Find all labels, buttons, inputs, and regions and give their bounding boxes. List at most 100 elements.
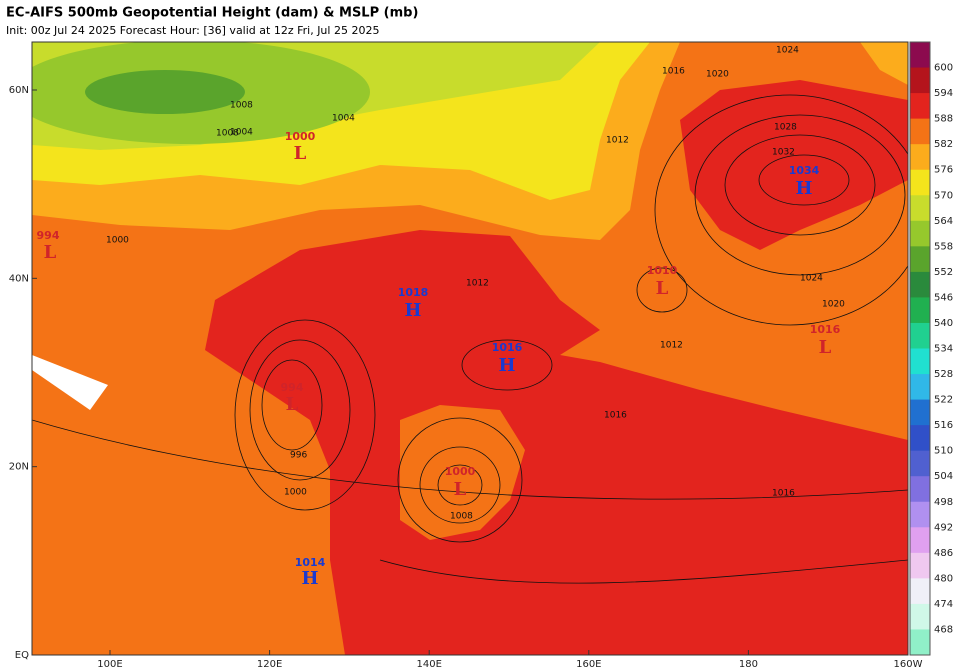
colorbar-label: 546	[934, 292, 953, 303]
contour-label: 996	[290, 451, 307, 461]
center-symbol: L	[44, 242, 57, 263]
colorbar-swatch	[910, 297, 930, 324]
center-value: 1034	[789, 164, 820, 177]
contour-label: 1024	[800, 274, 823, 284]
colorbar-swatch	[910, 450, 930, 477]
contour-labels: 1004 1008 1012 1016 1020 1024 1028 1032 …	[106, 46, 845, 522]
center-value: 1014	[295, 556, 326, 569]
colorbar-swatch	[910, 322, 930, 349]
colorbar-swatch	[910, 501, 930, 528]
center-value: 1016	[810, 323, 841, 336]
isobars	[32, 94, 908, 584]
contour-label: 1016	[604, 411, 627, 421]
colorbar-swatch	[910, 67, 930, 94]
colorbar-label: 534	[934, 344, 953, 355]
colorbar-label: 504	[934, 471, 953, 482]
center-value: 1000	[285, 130, 316, 143]
map-frame	[31, 41, 909, 656]
contour-label: 1000	[106, 236, 129, 246]
center-value: 1016	[492, 341, 523, 354]
field-594	[205, 230, 908, 655]
colorbar-label: 570	[934, 190, 953, 201]
colorbar-swatch	[910, 169, 930, 196]
center-symbol: L	[454, 479, 467, 500]
contour-label: 1016	[662, 67, 685, 77]
center-symbol: L	[286, 394, 299, 415]
contour-label: 1004	[332, 114, 355, 124]
center-symbol: H	[301, 568, 318, 589]
colorbar-label: 510	[934, 446, 953, 457]
center-value: 994	[37, 229, 60, 242]
center-symbol: L	[656, 278, 669, 299]
colorbar-swatch	[910, 271, 930, 298]
colorbar-swatch	[910, 374, 930, 401]
title: EC-AIFS 500mb Geopotential Height (dam) …	[6, 6, 418, 21]
colorbar-frame	[909, 41, 931, 656]
colorbar-label: 552	[934, 267, 953, 278]
field-588	[400, 405, 525, 540]
contour-label: 1012	[466, 279, 489, 289]
contour-label: 1004	[230, 128, 253, 138]
field-594	[680, 80, 908, 250]
lat-labels: 60N 40N 20N EQ	[9, 85, 37, 661]
contour-label: 1016	[772, 489, 795, 499]
center-value: 1010	[647, 264, 678, 277]
colorbar-swatch	[910, 42, 930, 69]
colorbar-swatch	[910, 629, 930, 656]
colorbar-swatch	[910, 195, 930, 222]
colorbar-label: 558	[934, 241, 953, 252]
colorbar-swatch	[910, 246, 930, 273]
colorbar-label: 522	[934, 395, 953, 406]
colorbar-label: 474	[934, 599, 953, 610]
subtitle: Init: 00z Jul 24 2025 Forecast Hour: [36…	[6, 24, 379, 37]
contour-label: 1008	[450, 512, 473, 522]
lat-label: 60N	[9, 85, 29, 96]
colorbar-label: 498	[934, 497, 953, 508]
mask-arrow	[32, 355, 108, 410]
colorbar-swatch	[910, 476, 930, 503]
contour-label: 1028	[774, 123, 797, 133]
contour-label: 1012	[606, 136, 629, 146]
center-symbol: H	[498, 355, 515, 376]
lon-label: 100E	[97, 659, 122, 670]
lon-label: 160W	[894, 659, 923, 670]
colorbar-label: 600	[934, 63, 953, 74]
colorbar-label: 582	[934, 139, 953, 150]
map: 1004 1008 1012 1016 1020 1024 1028 1032 …	[32, 42, 908, 655]
pressure-centers: 1000 L 994 L 1018 H 1016 H 1010 L 1034 H…	[37, 130, 841, 589]
contour-label: 1032	[772, 148, 795, 158]
colorbar-label: 468	[934, 624, 953, 635]
contour-label: 1020	[706, 70, 729, 80]
colorbar-swatch	[910, 578, 930, 605]
contour-label: 1008	[230, 101, 253, 111]
colorbar-swatch	[910, 118, 930, 145]
contour-label: 1012	[660, 341, 683, 351]
colorbar-label: 528	[934, 369, 953, 380]
contour-label: 1008	[216, 129, 239, 139]
contour-label: 1024	[776, 46, 799, 56]
center-symbol: L	[294, 143, 307, 164]
colorbar-label: 564	[934, 216, 953, 227]
lat-label: 20N	[9, 462, 29, 473]
colorbar-swatch	[910, 144, 930, 171]
colorbar-label: 576	[934, 165, 953, 176]
lat-label: 40N	[9, 273, 29, 284]
lon-labels: 100E 120E 140E 160E 180 160W	[97, 650, 923, 670]
center-symbol: H	[404, 300, 421, 321]
center-value: 994	[281, 381, 304, 394]
center-value: 1000	[445, 465, 476, 478]
lon-label: 160E	[576, 659, 601, 670]
contour-label: 1000	[284, 488, 307, 498]
colorbar-label: 540	[934, 318, 953, 329]
colorbar-swatch	[910, 348, 930, 375]
colorbar-label: 594	[934, 88, 953, 99]
lon-label: 140E	[416, 659, 441, 670]
center-value: 1018	[398, 286, 429, 299]
center-symbol: H	[795, 178, 812, 199]
field-558	[85, 70, 245, 114]
colorbar-swatch	[910, 220, 930, 247]
colorbar-swatch	[910, 552, 930, 579]
lon-label: 180	[739, 659, 758, 670]
colorbar: 600 594 588 582 576 570 564 558 552 546 540 534 528 5…	[909, 41, 953, 656]
